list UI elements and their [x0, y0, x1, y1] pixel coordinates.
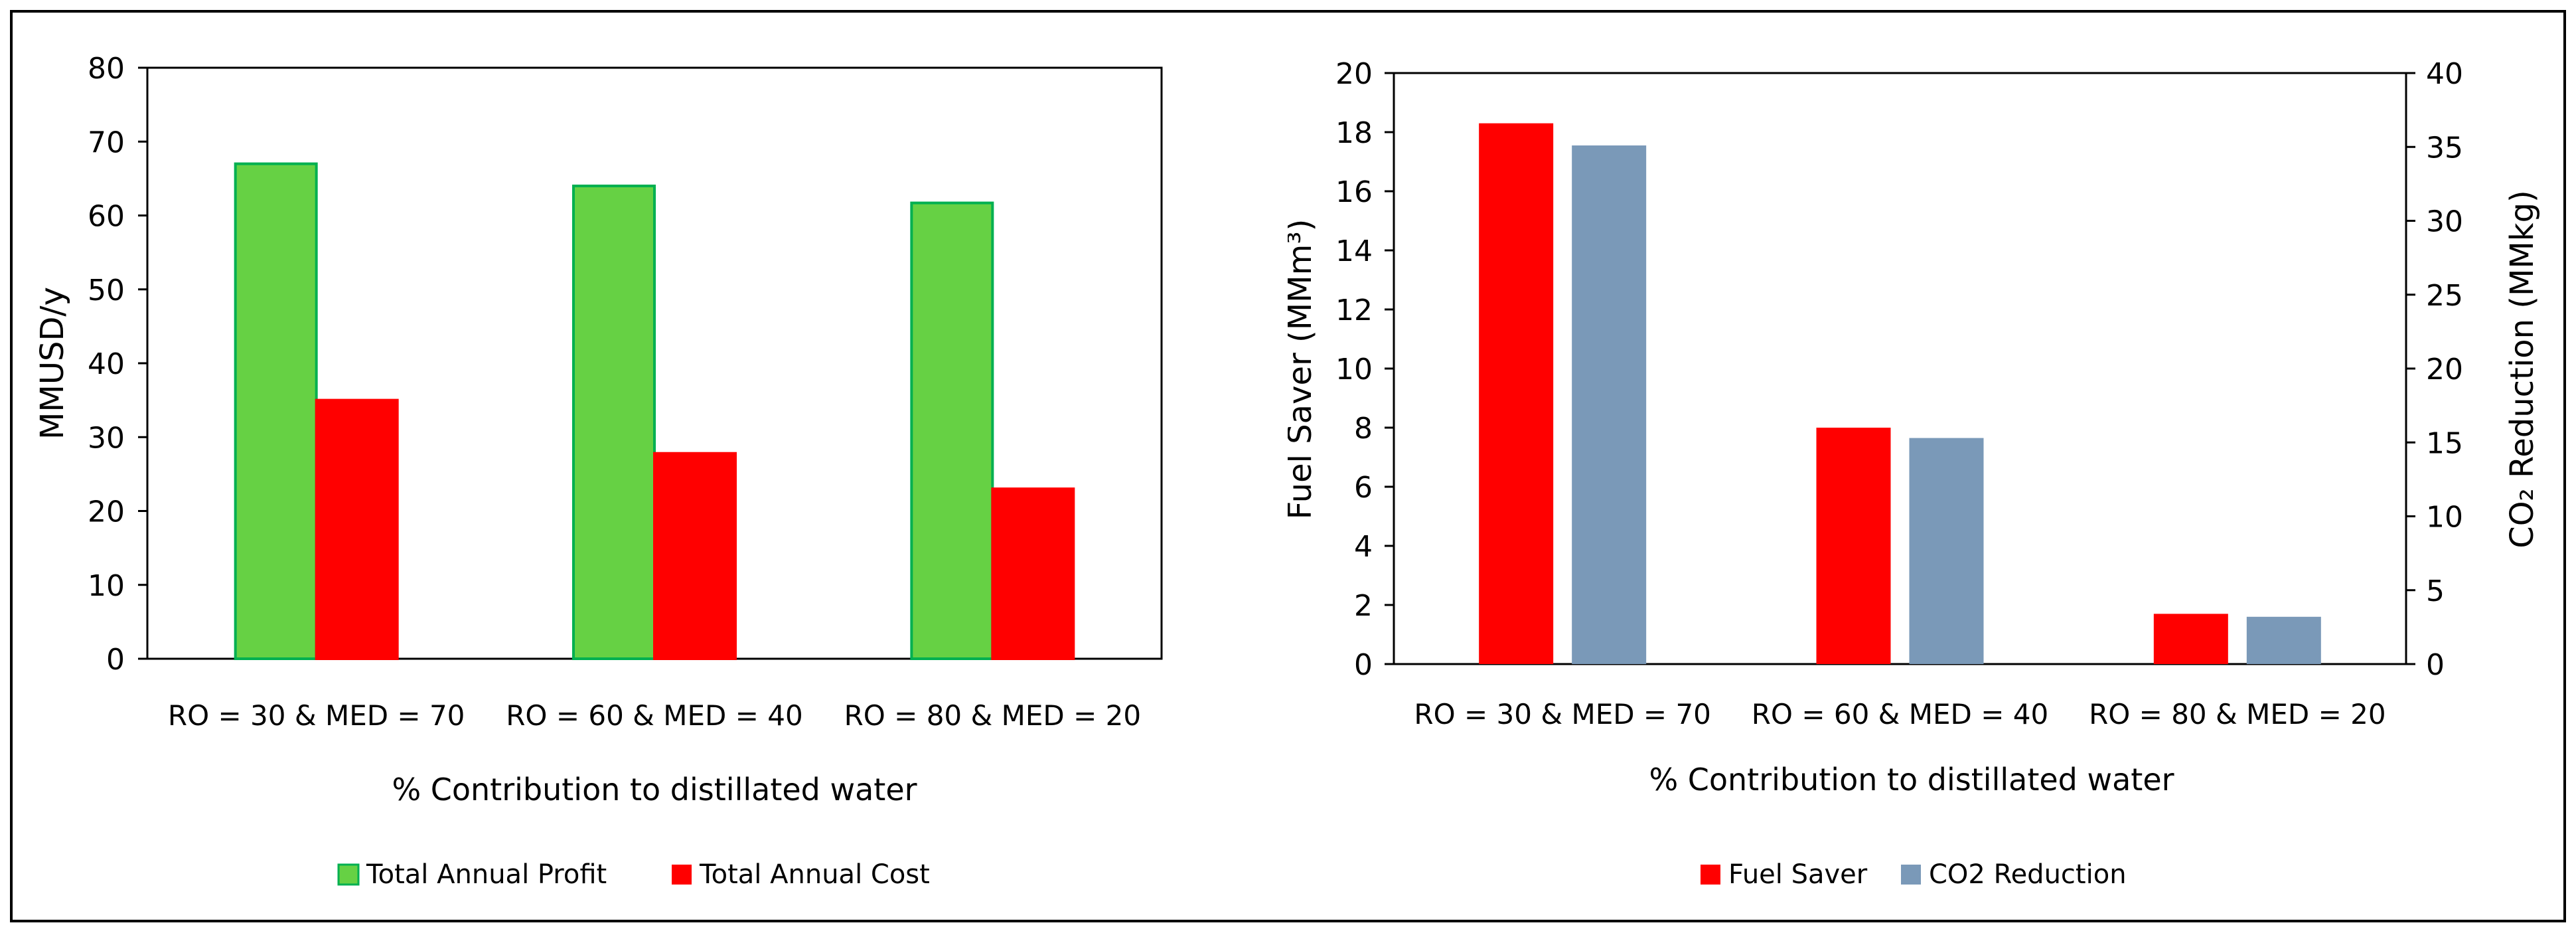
bar-fuel-saver-3	[2153, 614, 2228, 664]
left-y-tick-label: 0	[1354, 648, 1373, 682]
x-tick-label: RO = 80 & MED = 20	[844, 699, 1141, 732]
bar-total-annual-cost-2	[653, 452, 737, 660]
bar-co2-reduction-1	[1572, 145, 1647, 664]
legend-label-fuel-saver: Fuel Saver	[1728, 859, 1868, 890]
y-tick-label: 80	[88, 52, 125, 86]
x-axis-tick-labels: RO = 30 & MED = 70 RO = 60 & MED = 40 RO =…	[1414, 698, 2386, 730]
legend-label-total-annual-profit: Total Annual Profit	[366, 859, 607, 890]
left-y-tick-label: 6	[1354, 471, 1373, 505]
y-tick-label: 60	[88, 200, 125, 234]
right-y-tick-label: 30	[2426, 205, 2463, 239]
left-y-tick-label: 10	[1335, 353, 1373, 386]
left-y-tick-label: 20	[1335, 57, 1373, 91]
right-y-tick-label: 5	[2426, 574, 2445, 608]
y-tick-label: 20	[88, 495, 125, 529]
right-y-tick-label: 40	[2426, 57, 2463, 91]
bar-total-annual-cost-1	[315, 398, 399, 660]
left-y-tick-label: 4	[1354, 530, 1373, 564]
x-axis-label: % Contribution to distillated water	[392, 772, 917, 808]
bar-co2-reduction-3	[2246, 616, 2321, 664]
x-tick-label: RO = 60 & MED = 40	[1752, 698, 2048, 730]
y-tick-label: 0	[106, 643, 125, 677]
left-y-axis-ticks: 0 2 4 6 8 10 12 14 16 18 20	[1335, 57, 1394, 682]
bar-fuel-saver-1	[1479, 123, 1554, 664]
right-y-axis-ticks: 0 5 10 15 20 25 30 35 40	[2406, 57, 2463, 682]
right-y-tick-label: 0	[2426, 648, 2445, 682]
bar-total-annual-profit-3	[910, 201, 994, 660]
bar-fuel-saver-2	[1816, 428, 1891, 664]
x-tick-label: RO = 30 & MED = 70	[1414, 698, 1710, 730]
plot-area	[1393, 72, 2407, 665]
bars	[234, 162, 1075, 660]
left-y-tick-label: 2	[1354, 589, 1373, 623]
right-y-tick-label: 15	[2426, 426, 2463, 460]
left-y-axis-label: Fuel Saver (MMm³)	[1288, 219, 1319, 520]
legend-label-total-annual-cost: Total Annual Cost	[699, 859, 930, 890]
legend-swatch-total-annual-cost	[672, 865, 692, 885]
figure-frame	[10, 10, 2566, 922]
right-y-axis-label: CO₂ Reduction (MMkg)	[2504, 190, 2541, 549]
right-y-tick-label: 20	[2426, 353, 2463, 386]
bar-total-annual-profit-2	[572, 185, 656, 660]
x-tick-label: RO = 80 & MED = 20	[2089, 698, 2386, 730]
right-y-tick-label: 10	[2426, 501, 2463, 535]
y-axis-label: MMUSD/y	[34, 287, 71, 440]
fuel-co2-chart: 0 2 4 6 8 10 12 14 16 18 20 0 5 10 15 20 25 30 35 40 RO = …	[1288, 57, 2541, 890]
x-axis-tick-labels: RO = 30 & MED = 70 RO = 60 & MED = 40 RO =…	[168, 699, 1141, 732]
x-tick-label: RO = 60 & MED = 40	[506, 699, 802, 732]
right-y-tick-label: 25	[2426, 279, 2463, 313]
y-tick-label: 70	[88, 126, 125, 159]
y-tick-label: 30	[88, 421, 125, 455]
legend: Total Annual Profit Total Annual Cost	[337, 859, 930, 890]
y-tick-label: 40	[88, 347, 125, 381]
left-y-tick-label: 8	[1354, 412, 1373, 446]
y-tick-label: 10	[88, 569, 125, 603]
legend-swatch-total-annual-profit	[337, 863, 360, 886]
legend-label-co2-reduction: CO2 Reduction	[1929, 859, 2127, 890]
left-y-tick-label: 18	[1335, 116, 1373, 150]
bar-co2-reduction-2	[1909, 438, 1984, 664]
bars	[1479, 123, 2321, 664]
bar-total-annual-cost-3	[991, 487, 1075, 660]
y-axis-ticks: 0 10 20 30 40 50 60 70 80	[88, 52, 147, 677]
legend-swatch-co2-reduction	[1901, 865, 1921, 885]
right-y-tick-label: 35	[2426, 131, 2463, 165]
legend-swatch-fuel-saver	[1701, 865, 1720, 885]
x-axis-label: % Contribution to distillated water	[1649, 762, 2174, 798]
left-y-tick-label: 16	[1335, 175, 1373, 209]
y-tick-label: 50	[88, 274, 125, 307]
left-y-tick-label: 12	[1335, 294, 1373, 327]
left-y-tick-label: 14	[1335, 234, 1373, 268]
bar-total-annual-profit-1	[234, 162, 318, 660]
x-tick-label: RO = 30 & MED = 70	[168, 699, 465, 732]
legend: Fuel Saver CO2 Reduction	[1701, 859, 2127, 890]
